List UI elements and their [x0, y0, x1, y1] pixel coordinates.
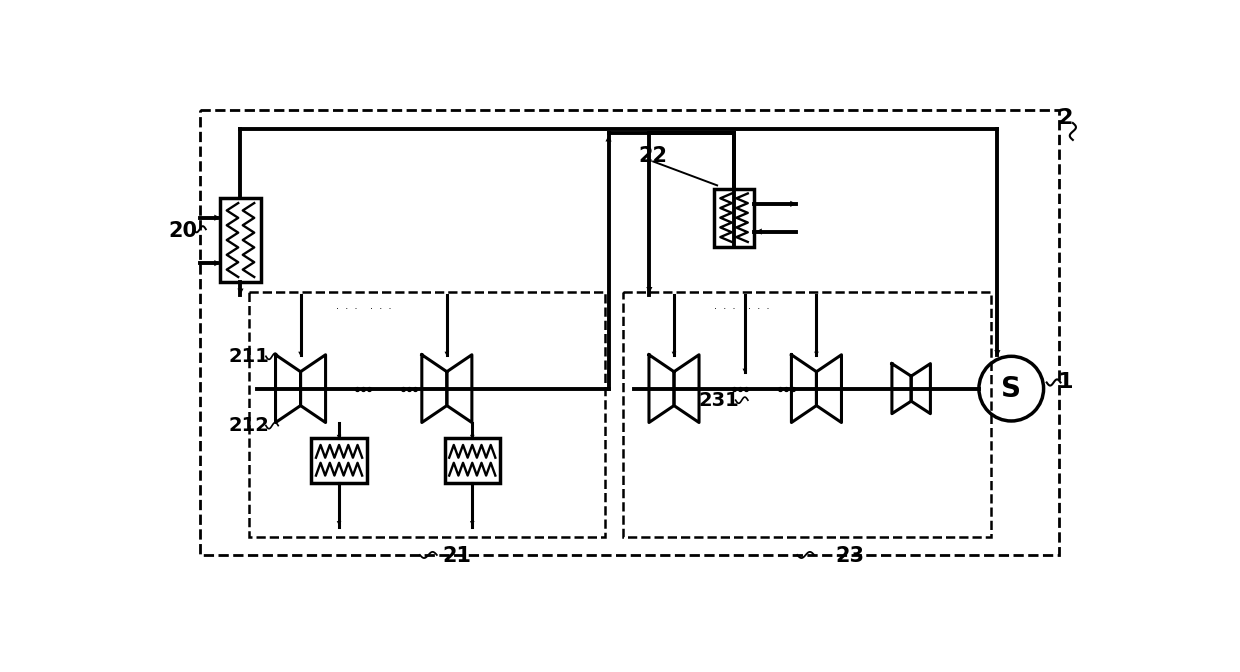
Text: ·  ·  ·    ·  ·  ·: · · · · · · [714, 304, 770, 314]
Polygon shape [646, 287, 652, 293]
Polygon shape [215, 214, 221, 221]
Text: 23: 23 [835, 546, 864, 566]
Text: 2: 2 [1058, 108, 1073, 128]
Polygon shape [743, 369, 748, 373]
Polygon shape [470, 521, 475, 526]
Polygon shape [337, 435, 341, 439]
Polygon shape [672, 351, 676, 356]
Text: 1: 1 [1058, 372, 1073, 392]
Bar [249, 292, 605, 537]
Polygon shape [299, 351, 303, 356]
Polygon shape [237, 288, 243, 295]
Text: 20: 20 [169, 221, 197, 241]
Polygon shape [790, 201, 796, 207]
Polygon shape [755, 228, 761, 235]
Polygon shape [994, 350, 1001, 356]
Polygon shape [215, 260, 221, 266]
Text: S: S [1001, 375, 1022, 403]
Text: 231: 231 [698, 390, 739, 410]
Bar [221, 198, 260, 282]
Text: 211: 211 [228, 347, 269, 366]
Polygon shape [605, 135, 611, 142]
Polygon shape [815, 351, 818, 356]
Bar [624, 292, 991, 537]
Polygon shape [444, 351, 449, 356]
Polygon shape [470, 435, 475, 439]
Text: 21: 21 [443, 546, 471, 566]
Bar [201, 110, 1059, 555]
Text: 22: 22 [639, 146, 667, 166]
Bar [714, 189, 754, 247]
Polygon shape [337, 521, 341, 526]
Bar [311, 438, 367, 482]
Bar [444, 438, 500, 482]
Text: ·  ·  ·    ·  ·  ·: · · · · · · [336, 304, 392, 314]
Text: 212: 212 [228, 416, 269, 435]
